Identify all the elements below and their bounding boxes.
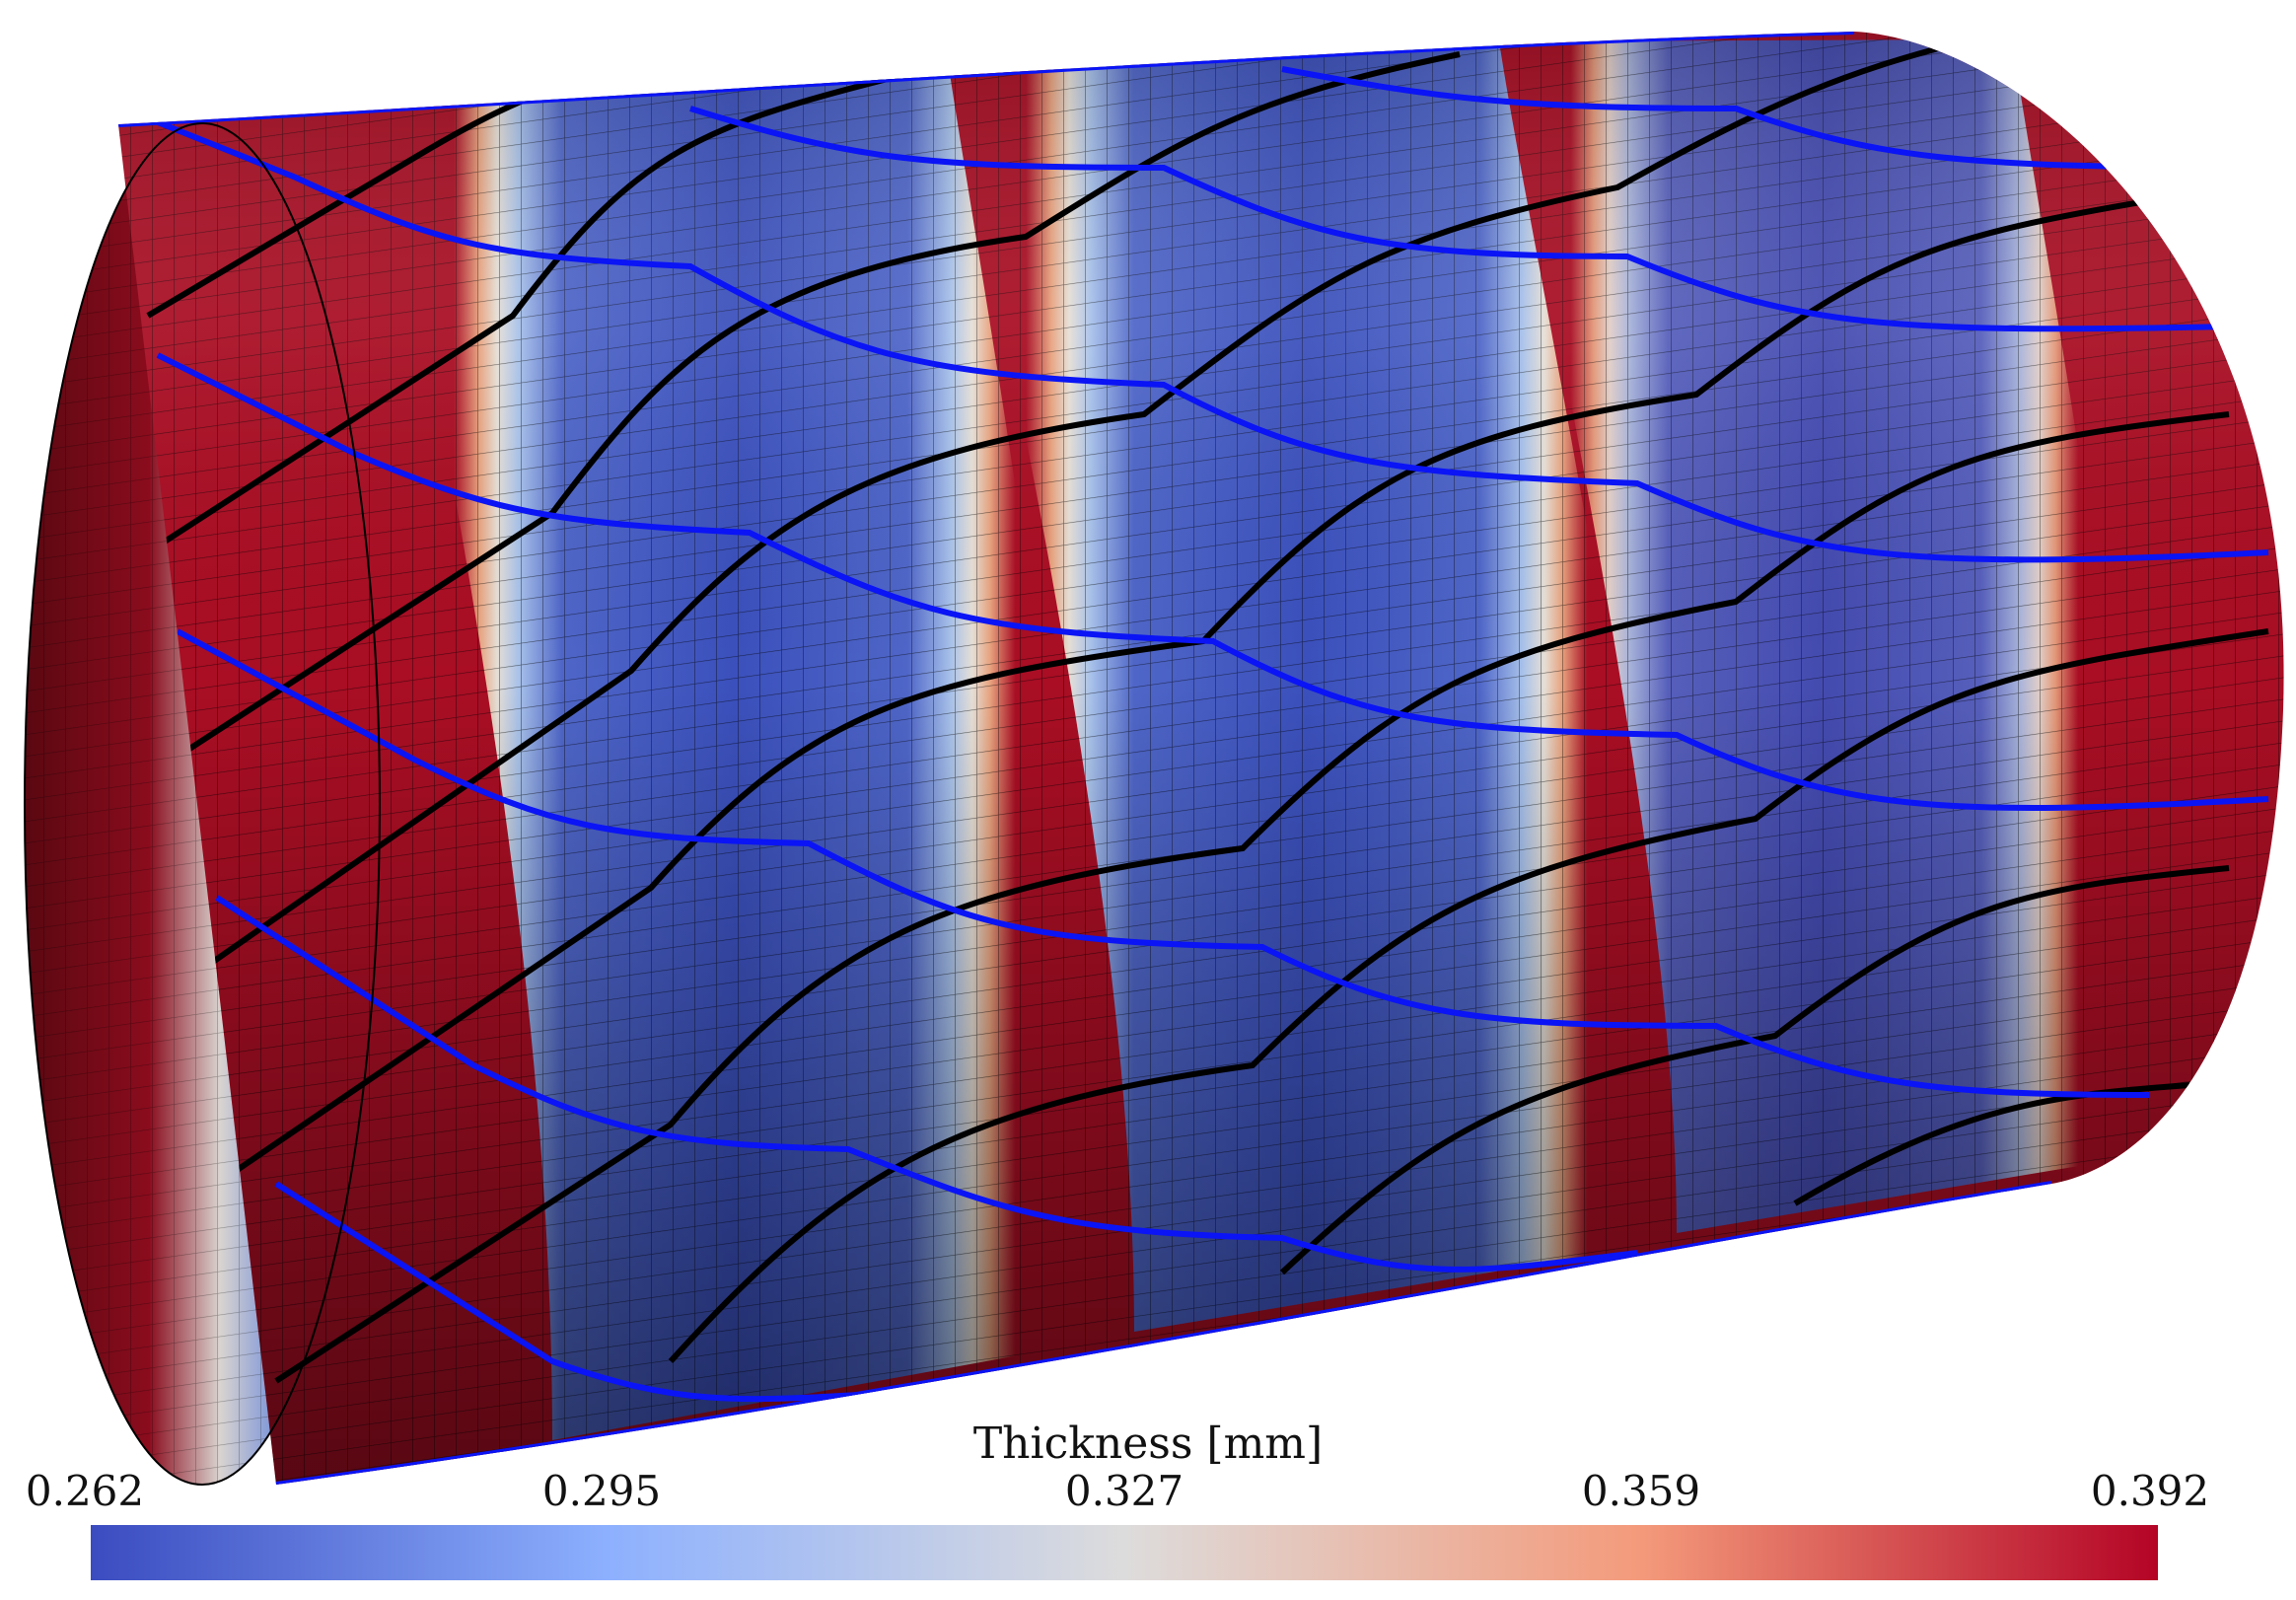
colorbar-tick-label: 0.295: [541, 1467, 662, 1515]
cylinder-rim: [24, 122, 381, 1486]
colorbar-tick-label: 0.359: [1581, 1467, 1701, 1515]
colorbar-tick-label: 0.392: [2090, 1467, 2210, 1515]
fiber-paths-black: [146, 36, 2269, 1384]
colorbar-title: Thickness [mm]: [972, 1418, 1324, 1469]
cylinder-surface: [118, 32, 2284, 1485]
colorbar-tick-label: 0.327: [1064, 1467, 1184, 1515]
colorbar: [91, 1525, 2158, 1580]
colorbar-tick-label: 0.262: [25, 1467, 145, 1515]
